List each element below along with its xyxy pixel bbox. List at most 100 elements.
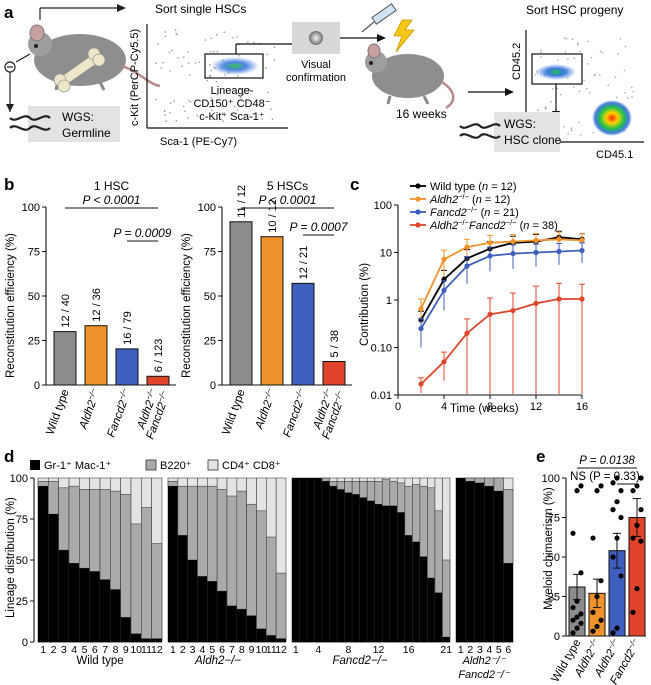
category-label: Aldh2−/− bbox=[251, 387, 279, 432]
flow-event bbox=[573, 86, 575, 88]
bar-myeloid bbox=[344, 492, 353, 642]
bar-b-cells bbox=[329, 480, 338, 487]
flow-event bbox=[579, 134, 582, 136]
bar-4 bbox=[146, 375, 170, 386]
bar-b-cells bbox=[321, 477, 330, 482]
data-point bbox=[630, 488, 636, 494]
bar-myeloid bbox=[141, 638, 152, 642]
category-label: Aldh2−/− bbox=[75, 387, 103, 432]
data-point bbox=[638, 507, 644, 513]
legend-name: Wild type ( bbox=[430, 181, 482, 193]
data-point bbox=[634, 586, 640, 592]
flow-event bbox=[631, 96, 633, 98]
legend-marker bbox=[415, 196, 421, 202]
bar-myeloid bbox=[58, 550, 69, 642]
data-point bbox=[610, 554, 616, 560]
bar-myeloid bbox=[276, 638, 286, 642]
y-tick-label: 25 bbox=[548, 592, 560, 604]
bar-index-label: 1 bbox=[293, 644, 299, 656]
flow1-x-label: Sca-1 (PE-Cy7) bbox=[160, 136, 237, 148]
flow-event bbox=[578, 90, 581, 93]
bar-index-label: 8 bbox=[346, 644, 352, 656]
bar-3 bbox=[115, 348, 139, 386]
bar-myeloid bbox=[307, 478, 315, 642]
legend-swatch-b bbox=[145, 459, 157, 471]
x-tick-label: 12 bbox=[530, 401, 542, 413]
genotype-sup: −/− bbox=[319, 387, 332, 401]
bar-b-cells bbox=[404, 485, 413, 536]
bar-myeloid bbox=[151, 638, 162, 642]
y-tick-label: 0 bbox=[554, 631, 560, 643]
bar-2 bbox=[260, 236, 284, 386]
flow-event bbox=[196, 114, 198, 117]
legend-marker bbox=[415, 209, 421, 215]
bar-b-cells bbox=[412, 484, 421, 543]
data-point bbox=[614, 499, 620, 505]
bar-myeloid bbox=[292, 478, 300, 642]
data-point bbox=[574, 614, 580, 620]
p-value-2: P = 0.0007 bbox=[290, 220, 349, 234]
flow1-y-label: c-Kit (PerCP-Cy5.5) bbox=[129, 29, 141, 126]
panel-d-legend: Gr-1⁺ Mac-1⁺ B220⁺ CD4⁺ CD8⁺ bbox=[30, 459, 281, 472]
flow-event bbox=[545, 107, 547, 110]
flow-event bbox=[216, 50, 219, 53]
legend-marker bbox=[415, 222, 421, 228]
flow-event bbox=[253, 41, 255, 44]
data-point bbox=[614, 535, 620, 541]
flow-event bbox=[210, 97, 213, 99]
flow-event bbox=[204, 39, 207, 41]
series-point bbox=[556, 248, 562, 255]
series-point bbox=[579, 247, 585, 254]
y-tick-label: 100 bbox=[10, 473, 28, 485]
gene-name: Aldh2 bbox=[77, 398, 99, 431]
flow-event bbox=[631, 86, 633, 89]
legend-label-3: Fancd2−/− (n = 21) bbox=[430, 205, 519, 220]
data-point bbox=[614, 625, 620, 631]
flow-event bbox=[237, 75, 239, 77]
x-tick-label: 0 bbox=[395, 401, 401, 413]
panel-c-chart: 0.01 0.10 1 10 100 0 4 8 12 16 bbox=[371, 200, 589, 413]
data-point bbox=[590, 609, 596, 615]
bar-index-label: 12 bbox=[151, 644, 163, 656]
y-tick-label: 0 bbox=[22, 637, 28, 649]
bar-b-cells bbox=[484, 477, 495, 487]
flow-event bbox=[261, 118, 264, 120]
category-label: Wild type bbox=[44, 388, 71, 437]
bar-myeloid bbox=[266, 635, 277, 642]
bar-b-cells bbox=[246, 503, 257, 617]
bar-index-label: 3 bbox=[61, 644, 67, 656]
y-tick-label: 25 bbox=[16, 596, 28, 608]
flow-event bbox=[599, 74, 601, 76]
legend-n: n bbox=[476, 194, 482, 206]
flow-event bbox=[155, 62, 157, 64]
flow-event bbox=[273, 59, 276, 61]
data-point bbox=[634, 522, 640, 529]
data-point bbox=[590, 535, 596, 541]
series-point bbox=[533, 249, 539, 256]
flow-event bbox=[565, 38, 568, 40]
flow-event bbox=[216, 93, 218, 96]
data-point bbox=[598, 617, 604, 623]
bar-b-cells bbox=[442, 559, 451, 638]
genotype-sup: −/− bbox=[458, 218, 469, 227]
bar-index-label: 10 bbox=[256, 644, 268, 656]
bar-b-cells bbox=[110, 490, 121, 590]
p-value-1: P < 0.0001 bbox=[259, 193, 317, 207]
series-point bbox=[487, 253, 493, 259]
chart-title: 1 HSC bbox=[94, 179, 130, 193]
bar-myeloid bbox=[494, 491, 504, 642]
x-tick-label: 4 bbox=[441, 401, 447, 413]
series-point bbox=[464, 330, 470, 336]
chart-title: 5 HSCs bbox=[267, 179, 308, 193]
flow-event bbox=[210, 37, 213, 40]
series-point bbox=[418, 325, 424, 332]
data-point bbox=[630, 609, 636, 615]
data-point bbox=[598, 578, 604, 584]
flow-event bbox=[267, 91, 270, 94]
bar-b-cells bbox=[187, 485, 198, 561]
flow-event bbox=[573, 57, 575, 60]
bar-b-cells bbox=[141, 507, 152, 640]
flow-event bbox=[233, 105, 236, 108]
flow-event bbox=[168, 51, 171, 54]
flow-event bbox=[590, 56, 592, 59]
